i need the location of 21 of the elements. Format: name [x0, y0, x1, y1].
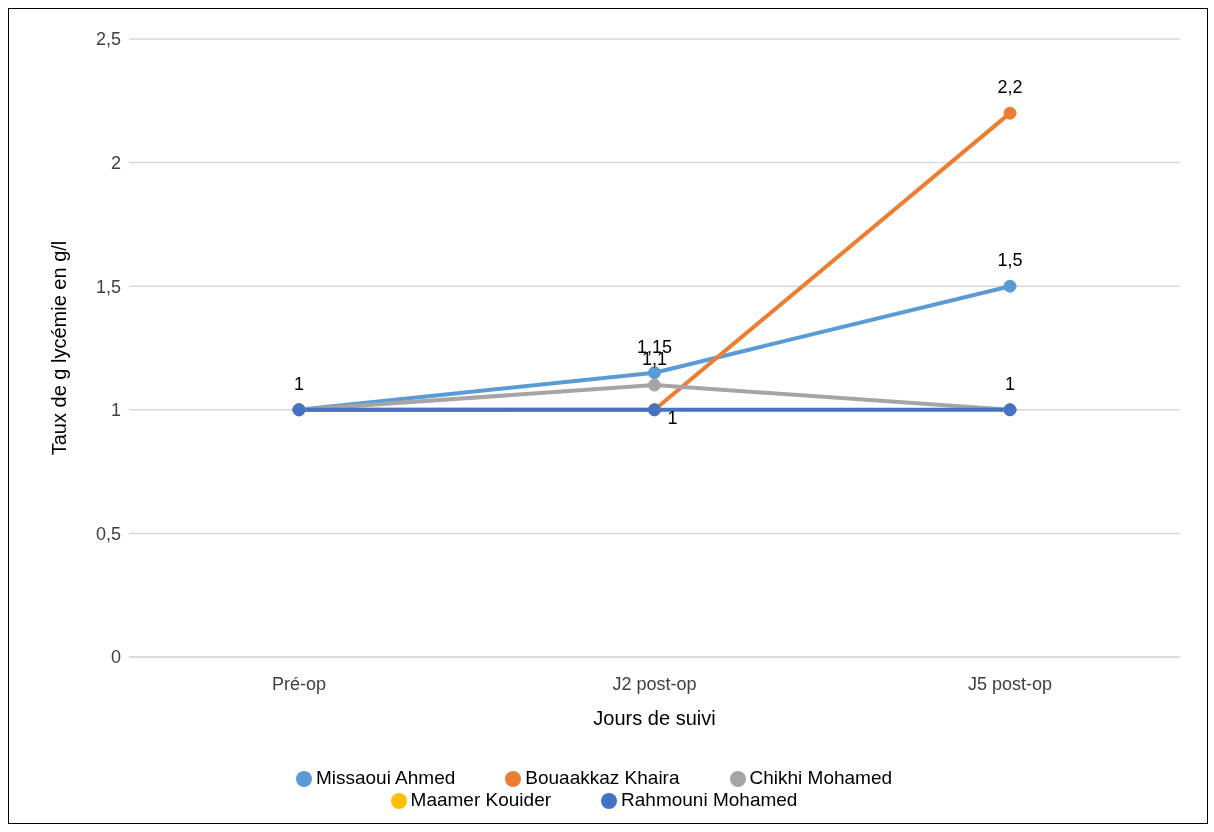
legend-label: Bouaakkaz Khaira — [525, 767, 680, 788]
data-label: 1,5 — [997, 250, 1023, 271]
data-label: 1 — [1004, 373, 1016, 394]
x-tick-label: Pré-op — [271, 673, 327, 694]
legend-label: Chikhi Mohamed — [749, 767, 893, 788]
y-tick-label: 0,5 — [95, 523, 121, 544]
data-label: 1 — [667, 407, 678, 428]
legend-label: Maamer Kouider — [410, 789, 552, 810]
y-axis-title: Taux de g lycémie en g/l — [48, 240, 71, 456]
y-tick-label: 1 — [110, 400, 121, 421]
y-tick-label: 0 — [110, 647, 121, 668]
legend-label: Rahmouni Mohamed — [621, 789, 798, 810]
y-tick-label: 2 — [110, 152, 121, 173]
data-label: 2,2 — [997, 77, 1023, 98]
data-label: 1 — [293, 373, 305, 394]
y-tick-label: 1,5 — [95, 276, 121, 297]
x-tick-label: J2 post-op — [612, 673, 697, 694]
y-tick-label: 2,5 — [95, 29, 121, 50]
legend-label: Missaoui Ahmed — [315, 767, 456, 788]
x-tick-label: J5 post-op — [967, 673, 1053, 694]
x-axis-title: Jours de suivi — [593, 707, 716, 729]
